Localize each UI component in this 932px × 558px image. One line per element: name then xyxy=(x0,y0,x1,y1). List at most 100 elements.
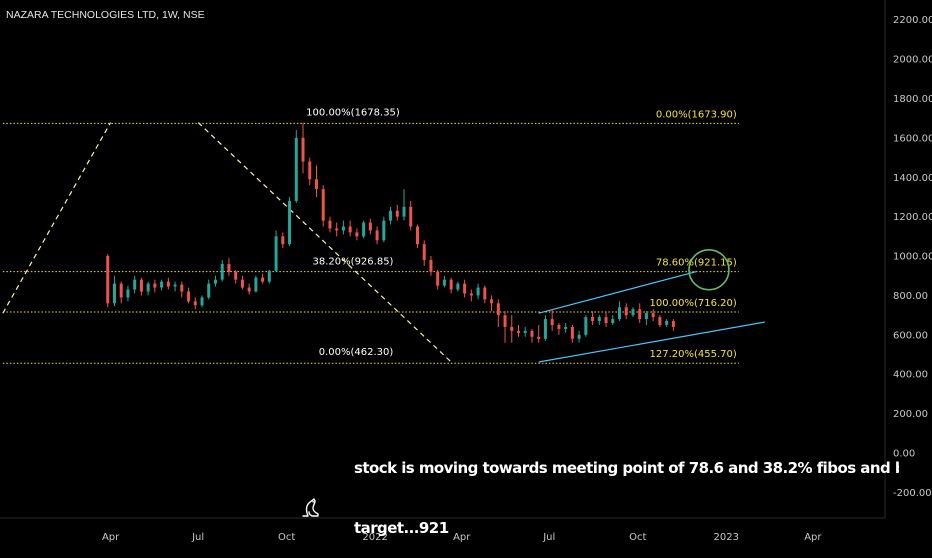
candle xyxy=(133,275,137,294)
candle xyxy=(187,287,191,304)
candle-body xyxy=(200,297,204,306)
candle xyxy=(510,315,514,343)
fib-level-label: 100.00%(716.20) xyxy=(649,298,736,309)
candle xyxy=(665,319,669,327)
candle xyxy=(335,222,339,237)
candle xyxy=(496,299,500,327)
candle-body xyxy=(160,281,164,288)
candle xyxy=(422,240,426,266)
candle xyxy=(644,311,648,325)
candle-body xyxy=(308,161,312,180)
candle-body xyxy=(288,200,292,245)
fib-levels: 0.00%(1673.90) 78.60%(921.15) 100.00%(716.… xyxy=(2,107,739,364)
candle xyxy=(591,311,595,325)
candle-body xyxy=(543,319,547,339)
fib-level-label: 38.20%(926.85) xyxy=(313,256,394,267)
candle xyxy=(314,165,318,197)
candle xyxy=(261,273,265,284)
candle-body xyxy=(490,299,494,304)
candle-body xyxy=(213,279,217,284)
candle xyxy=(476,283,480,300)
fib-level-label: 100.00%(1678.35) xyxy=(306,107,400,118)
candle xyxy=(274,230,278,272)
candle xyxy=(166,277,170,290)
candle-body xyxy=(207,283,211,298)
candle xyxy=(341,220,345,235)
candle-body xyxy=(314,179,318,190)
candle xyxy=(604,311,608,327)
time-axis[interactable]: Apr Jul Oct 2022 Apr Jul Oct 2023 Apr xyxy=(102,532,822,543)
candle-body xyxy=(523,330,527,333)
candle xyxy=(294,129,298,203)
candle-body xyxy=(651,313,655,318)
candle-body xyxy=(530,330,534,337)
candle-body xyxy=(355,232,359,237)
candle xyxy=(368,218,372,235)
candle xyxy=(564,323,568,333)
candle xyxy=(389,206,393,225)
candle-body xyxy=(638,309,642,320)
candle xyxy=(557,323,561,335)
candle xyxy=(523,326,527,337)
candle xyxy=(281,232,285,249)
candle-body xyxy=(476,287,480,296)
candle xyxy=(503,311,507,343)
fib-level-label: 127.20%(455.70) xyxy=(649,349,736,360)
candle xyxy=(126,285,130,302)
candle-body xyxy=(577,334,581,339)
candle-body xyxy=(442,279,446,286)
candle-body xyxy=(624,307,628,316)
candle xyxy=(537,324,541,343)
candle xyxy=(469,289,473,302)
candle xyxy=(395,204,399,221)
candle-body xyxy=(193,301,197,306)
candle-body xyxy=(240,279,244,288)
tradingview-logo[interactable] xyxy=(302,498,319,517)
candle-body xyxy=(516,330,520,333)
x-tick-label: Apr xyxy=(804,532,822,543)
candle-body xyxy=(301,137,305,162)
candle-body xyxy=(146,283,150,292)
y-tick-label: 600.00 xyxy=(893,330,928,341)
candle-body xyxy=(274,236,278,271)
candle-body xyxy=(382,220,386,241)
candle-body xyxy=(644,313,648,320)
candle-body xyxy=(187,291,191,302)
candle xyxy=(200,295,204,308)
candle xyxy=(173,281,177,292)
candle-body xyxy=(173,284,177,287)
candle xyxy=(267,269,271,284)
candle-body xyxy=(665,321,669,325)
candle xyxy=(375,226,379,245)
candle-body xyxy=(463,283,467,294)
candle-body xyxy=(321,189,325,221)
candle xyxy=(584,315,588,337)
candle xyxy=(348,220,352,237)
y-tick-label: 200.00 xyxy=(893,409,928,420)
candle-body xyxy=(368,222,372,231)
candle-body xyxy=(166,281,170,287)
candle-body xyxy=(597,317,601,322)
candle-body xyxy=(557,324,561,329)
annotation-text[interactable]: stock is moving towards meeting point of… xyxy=(354,418,899,558)
candle-body xyxy=(119,283,123,298)
candle-body xyxy=(537,336,541,339)
fib-level-label: 78.60%(921.15) xyxy=(656,258,737,269)
candle xyxy=(631,307,635,318)
y-tick-label: 800.00 xyxy=(893,291,928,302)
candle-body xyxy=(389,210,393,221)
candle xyxy=(288,196,292,247)
candle xyxy=(308,157,312,186)
price-axis[interactable]: -200.00 0.00 200.00 400.00 600.00 800.00 1000.… xyxy=(893,15,932,499)
candle-body xyxy=(375,230,379,241)
candle-body xyxy=(584,317,588,335)
candle-body xyxy=(570,326,574,339)
candle xyxy=(180,281,184,298)
candle-body xyxy=(348,226,352,233)
candle-body xyxy=(220,263,224,280)
candle-body xyxy=(362,222,366,237)
x-tick-label: 2023 xyxy=(714,532,739,543)
candle xyxy=(106,254,110,308)
candle xyxy=(658,315,662,327)
